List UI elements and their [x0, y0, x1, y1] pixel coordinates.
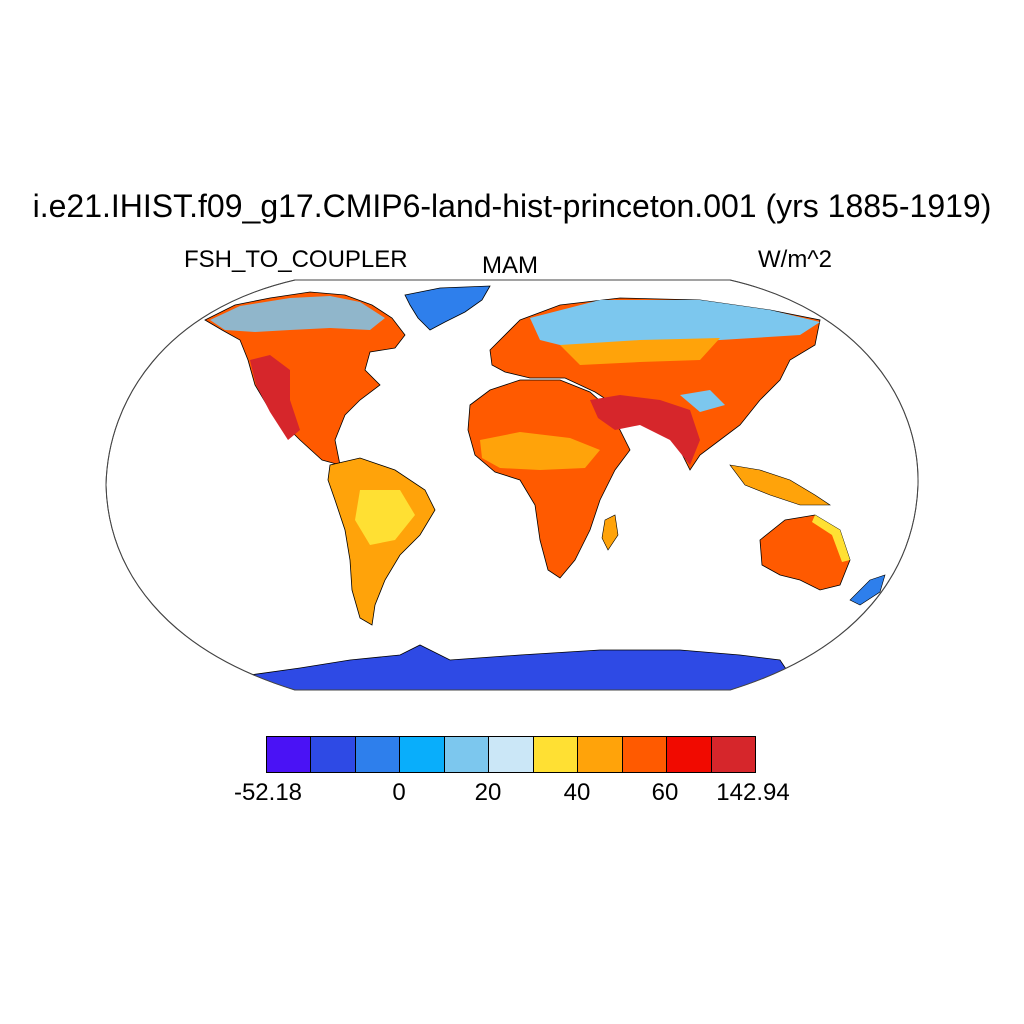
- region-north-america-west: [250, 355, 300, 440]
- units-label: W/m^2: [758, 246, 832, 273]
- colorbar-swatch: [578, 737, 623, 772]
- colorbar: [266, 736, 756, 773]
- map-title: i.e21.IHIST.f09_g17.CMIP6-land-hist-prin…: [32, 188, 992, 224]
- colorbar-tick-label: 40: [563, 779, 591, 806]
- map-frame: [105, 279, 919, 691]
- colorbar-tick-label: 20: [474, 779, 502, 806]
- region-north-america-north: [210, 296, 385, 332]
- region-north-america: [204, 291, 406, 466]
- colorbar-swatch: [489, 737, 534, 772]
- season-label: MAM: [482, 252, 538, 279]
- region-africa: [467, 379, 631, 579]
- region-africa-sahel: [480, 432, 600, 470]
- colorbar-tick-label: 142.94: [716, 779, 790, 806]
- colorbar-swatch: [622, 737, 668, 772]
- colorbar-swatch: [711, 737, 755, 772]
- colorbar-swatch: [311, 737, 356, 772]
- region-eurasia-central: [560, 338, 720, 365]
- region-new-zealand: [849, 574, 886, 606]
- region-tibet: [680, 390, 725, 412]
- region-greenland: [404, 285, 491, 331]
- region-eurasia-north: [530, 300, 820, 350]
- colorbar-swatch: [355, 737, 401, 772]
- colorbar-tick-label: -52.18: [233, 779, 303, 806]
- colorbar-swatch: [667, 737, 712, 772]
- colorbar-swatch: [400, 737, 445, 772]
- colorbar-swatch: [533, 737, 579, 772]
- colorbar-tick-label: 60: [651, 779, 679, 806]
- region-australia-coast: [812, 515, 850, 562]
- variable-label: FSH_TO_COUPLER: [184, 246, 408, 273]
- colorbar-tick-label: 0: [392, 779, 406, 806]
- region-southeast-asia: [729, 464, 831, 506]
- colorbar-swatch: [444, 737, 490, 772]
- colorbar-swatch: [267, 737, 312, 772]
- region-madagascar: [601, 514, 619, 551]
- region-arabia-india: [590, 395, 700, 465]
- region-australia: [759, 514, 851, 591]
- region-south-america-center: [355, 490, 415, 545]
